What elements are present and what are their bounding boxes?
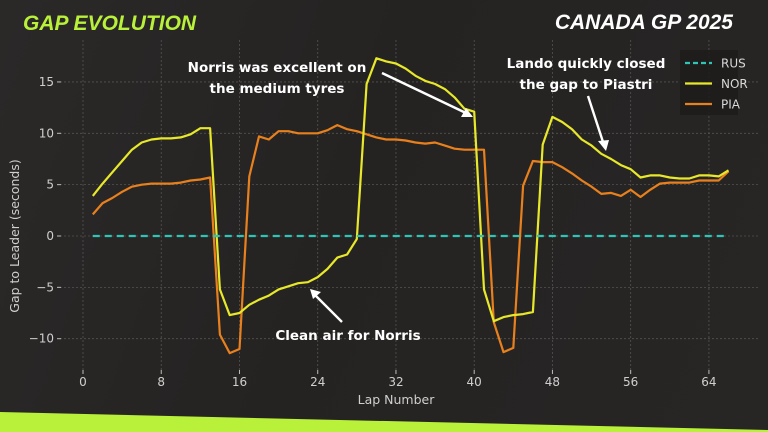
- event-title: CANADA GP 2025: [554, 11, 733, 34]
- legend-label-pia: PIA: [721, 98, 741, 112]
- x-tick-label: 56: [623, 375, 638, 389]
- y-tick-label: −10: [29, 332, 54, 346]
- y-tick-label: 10: [39, 126, 54, 140]
- x-tick-label: 64: [701, 375, 716, 389]
- x-tick-label: 8: [157, 375, 165, 389]
- data-series: [91, 57, 730, 355]
- annotation-medium-tyres: Norris was excellent on: [188, 60, 367, 76]
- y-tick-label: 15: [39, 75, 54, 89]
- annotation-lando-closed: Lando quickly closed: [507, 56, 666, 72]
- annotation-medium-tyres: the medium tyres: [210, 81, 345, 97]
- annotation-arrows: [310, 71, 609, 323]
- y-axis-label: Gap to Leader (seconds): [7, 159, 22, 312]
- series-pia-line: [91, 123, 730, 355]
- x-tick-label: 24: [310, 375, 325, 389]
- arrow-clean-air: [310, 289, 343, 323]
- x-tick-label: 32: [388, 375, 403, 389]
- annotations: Norris was excellent on the medium tyres L…: [188, 56, 666, 344]
- x-tick-label: 40: [467, 375, 482, 389]
- grid-lines: [60, 40, 760, 371]
- arrow-medium-tyres: [381, 71, 473, 117]
- legend: RUS NOR PIA: [680, 50, 748, 115]
- x-axis-label: Lap Number: [358, 392, 436, 407]
- legend-label-nor: NOR: [721, 77, 748, 91]
- arrow-lando-closed: [586, 95, 609, 151]
- annotation-clean-air: Clean air for Norris: [275, 328, 420, 344]
- y-tick-label: 0: [46, 229, 54, 243]
- x-axis-ticks: 0 8 16 24 32 40 48 56 64: [79, 370, 717, 389]
- y-axis-ticks: −10 −5 0 5 10 15: [29, 75, 61, 346]
- annotation-lando-closed: the gap to Piastri: [520, 77, 653, 93]
- chart-title: GAP EVOLUTION: [23, 12, 197, 35]
- x-tick-label: 48: [545, 375, 560, 389]
- series-nor-line: [91, 57, 730, 323]
- legend-label-rus: RUS: [721, 57, 746, 71]
- y-tick-label: −5: [36, 280, 54, 294]
- x-tick-label: 0: [79, 375, 87, 389]
- x-tick-label: 16: [232, 375, 247, 389]
- y-tick-label: 5: [46, 178, 54, 192]
